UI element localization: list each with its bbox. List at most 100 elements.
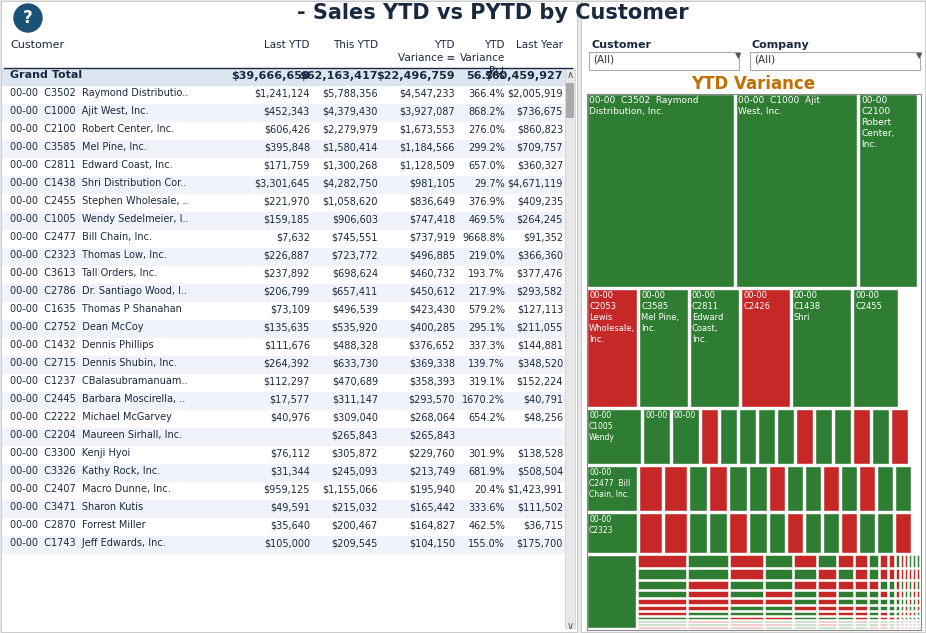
Bar: [818, 599, 836, 604]
Text: $369,338: $369,338: [409, 359, 455, 369]
Bar: [909, 612, 911, 615]
Text: 00-00  C2715  Dennis Shubin, Inc.: 00-00 C2715 Dennis Shubin, Inc.: [10, 358, 177, 368]
Text: $366,360: $366,360: [517, 251, 563, 261]
Bar: [2, 320, 565, 338]
Text: 00-00  C2752  Dean McCoy: 00-00 C2752 Dean McCoy: [10, 322, 144, 332]
Text: 462.5%: 462.5%: [469, 521, 505, 531]
Bar: [730, 612, 763, 615]
Bar: [913, 627, 915, 628]
Bar: [901, 612, 903, 615]
Bar: [913, 606, 915, 610]
Text: (All): (All): [754, 54, 775, 64]
Bar: [869, 627, 878, 628]
Text: $508,504: $508,504: [517, 467, 563, 477]
Text: $40,976: $40,976: [270, 413, 310, 423]
Bar: [587, 466, 637, 511]
Text: $17,577: $17,577: [269, 395, 310, 405]
Text: 276.0%: 276.0%: [469, 125, 505, 135]
Text: 00-00  C2407  Macro Dunne, Inc.: 00-00 C2407 Macro Dunne, Inc.: [10, 484, 170, 494]
Bar: [794, 581, 816, 589]
Bar: [2, 500, 565, 518]
Text: $206,799: $206,799: [264, 287, 310, 297]
Bar: [2, 68, 574, 86]
Text: 00-00
C2100
Robert
Center,
Inc.: 00-00 C2100 Robert Center, Inc.: [861, 96, 895, 149]
Text: Customer: Customer: [10, 40, 64, 50]
Bar: [901, 624, 903, 625]
Bar: [2, 302, 565, 320]
Bar: [2, 86, 565, 104]
Bar: [872, 409, 889, 464]
Text: $4,282,750: $4,282,750: [322, 179, 378, 189]
Bar: [690, 289, 739, 407]
Bar: [818, 627, 836, 628]
Bar: [730, 627, 763, 628]
Bar: [638, 581, 686, 589]
Text: $709,757: $709,757: [517, 143, 563, 153]
Text: $229,760: $229,760: [408, 449, 455, 459]
Text: 00-00
C2053
Lewis
Wholesale,
Inc.: 00-00 C2053 Lewis Wholesale, Inc.: [589, 291, 635, 344]
Text: $221,970: $221,970: [264, 197, 310, 207]
Text: 00-00
C2426: 00-00 C2426: [743, 291, 770, 311]
Bar: [730, 555, 763, 567]
Bar: [1, 1, 577, 632]
Text: ∧: ∧: [567, 70, 573, 80]
Text: $4,671,119: $4,671,119: [507, 179, 563, 189]
Text: $860,823: $860,823: [517, 125, 563, 135]
Text: 00-00  C1432  Dennis Phillips: 00-00 C1432 Dennis Phillips: [10, 340, 154, 350]
Text: $293,582: $293,582: [517, 287, 563, 297]
Text: This YTD: This YTD: [332, 40, 378, 50]
Circle shape: [14, 4, 42, 32]
Bar: [877, 466, 893, 511]
Text: 00-00
C2477  Bill
Chain, Inc.: 00-00 C2477 Bill Chain, Inc.: [589, 468, 631, 499]
Text: 00-00  C1237  CBalasubramanuam..: 00-00 C1237 CBalasubramanuam..: [10, 376, 187, 386]
Bar: [688, 627, 728, 628]
Bar: [730, 621, 763, 622]
Bar: [2, 194, 565, 212]
Bar: [787, 513, 803, 553]
Text: $496,885: $496,885: [409, 251, 455, 261]
Text: 319.1%: 319.1%: [469, 377, 505, 387]
Bar: [889, 581, 894, 589]
Text: $264,392: $264,392: [264, 359, 310, 369]
Bar: [838, 599, 853, 604]
Bar: [913, 591, 915, 597]
Bar: [818, 569, 836, 579]
Bar: [769, 513, 785, 553]
Bar: [638, 624, 686, 625]
Bar: [2, 104, 565, 122]
Bar: [905, 612, 907, 615]
Text: $1,580,414: $1,580,414: [322, 143, 378, 153]
Bar: [818, 624, 836, 625]
Bar: [2, 176, 565, 194]
Text: $1,058,620: $1,058,620: [322, 197, 378, 207]
Text: $165,442: $165,442: [408, 503, 455, 513]
Text: - Sales YTD vs PYTD by Customer: - Sales YTD vs PYTD by Customer: [297, 3, 689, 23]
Bar: [909, 606, 911, 610]
Bar: [689, 513, 707, 553]
Bar: [818, 621, 836, 622]
Bar: [805, 466, 821, 511]
Text: 00-00  C3300  Kenji Hyoi: 00-00 C3300 Kenji Hyoi: [10, 448, 131, 458]
Bar: [765, 621, 792, 622]
Bar: [841, 513, 857, 553]
Text: 1670.2%: 1670.2%: [462, 395, 505, 405]
Bar: [889, 624, 894, 625]
Text: ?: ?: [23, 9, 33, 27]
Bar: [889, 617, 894, 619]
Bar: [917, 606, 919, 610]
Bar: [689, 466, 707, 511]
Bar: [769, 466, 785, 511]
Bar: [638, 627, 686, 628]
Bar: [880, 581, 887, 589]
Text: 219.0%: 219.0%: [469, 251, 505, 261]
Bar: [834, 409, 851, 464]
Bar: [913, 569, 915, 579]
Text: ∨: ∨: [567, 621, 573, 631]
Text: $723,772: $723,772: [332, 251, 378, 261]
Bar: [909, 617, 911, 619]
Bar: [792, 289, 851, 407]
Text: 217.9%: 217.9%: [469, 287, 505, 297]
Bar: [905, 617, 907, 619]
Bar: [896, 555, 899, 567]
Text: $450,612: $450,612: [408, 287, 455, 297]
